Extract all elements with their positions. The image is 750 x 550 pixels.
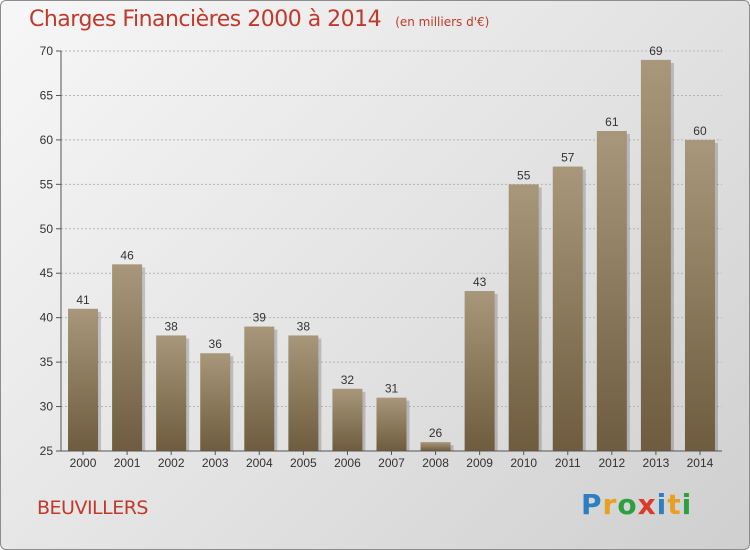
- logo-letter: r: [602, 488, 618, 521]
- bar-value-label: 46: [120, 248, 134, 262]
- logo-letter: t: [667, 488, 682, 521]
- commune-name: BEUVILLERS: [37, 497, 149, 519]
- bar-value-label: 36: [209, 337, 223, 351]
- bar: [640, 59, 671, 452]
- bar: [596, 131, 627, 451]
- x-tick-label: 2002: [158, 456, 185, 470]
- bar: [508, 184, 539, 452]
- bar-value-label: 31: [385, 382, 399, 396]
- x-tick-label: 2014: [687, 456, 714, 470]
- y-tick-label: 70: [40, 44, 54, 58]
- x-tick-label: 2010: [510, 456, 537, 470]
- bar-value-label: 57: [561, 151, 575, 165]
- x-tick-label: 2012: [598, 456, 625, 470]
- y-tick-label: 25: [40, 444, 54, 458]
- x-tick-label: 2007: [378, 456, 405, 470]
- logo-letter: x: [637, 488, 657, 521]
- bar: [332, 388, 363, 451]
- x-tick-label: 2003: [202, 456, 229, 470]
- bar: [420, 442, 451, 451]
- bar-value-label: 69: [649, 44, 663, 58]
- bar: [552, 166, 583, 452]
- y-tick-label: 65: [40, 88, 54, 102]
- proxiti-logo: Proxiti: [581, 488, 692, 521]
- logo-letter: P: [581, 488, 603, 521]
- labels-layer: 41 46 38 36 39 38 32 31 26 43 55 57 61 69 60: [76, 44, 707, 440]
- y-tick-label: 30: [40, 400, 54, 414]
- x-tick-label: 2001: [114, 456, 141, 470]
- bar-value-label: 32: [341, 373, 355, 387]
- bar: [244, 326, 275, 451]
- bar-value-label: 38: [297, 319, 311, 333]
- bar-value-label: 43: [473, 275, 487, 289]
- bar: [376, 397, 407, 451]
- bar: [684, 139, 715, 451]
- bar-value-label: 39: [253, 311, 267, 325]
- bars-layer: [68, 59, 718, 452]
- bar-value-label: 61: [605, 115, 619, 129]
- x-tick-label: 2006: [334, 456, 361, 470]
- y-tick-label: 55: [40, 177, 54, 191]
- chart-title-text: Charges Financières 2000 à 2014: [29, 7, 382, 32]
- bar-value-label: 60: [693, 124, 707, 138]
- x-tick-label: 2005: [290, 456, 317, 470]
- x-tick-label: 2000: [70, 456, 97, 470]
- x-tick-label: 2008: [422, 456, 449, 470]
- bar: [68, 308, 99, 451]
- axis-layer: 25 30 35 40 45 50 55 60 65 70 2000 2001 2002 2003 2004…: [40, 44, 722, 470]
- y-tick-label: 45: [40, 266, 54, 280]
- logo-letter: o: [617, 488, 638, 521]
- logo-letter: i: [681, 488, 693, 521]
- chart-subtitle: (en milliers d'€): [395, 15, 490, 29]
- x-tick-label: 2013: [643, 456, 670, 470]
- bar: [288, 335, 319, 451]
- x-tick-label: 2011: [555, 456, 581, 470]
- bar: [200, 353, 231, 451]
- bar-value-label: 38: [164, 319, 178, 333]
- y-tick-label: 60: [40, 133, 54, 147]
- chart-title: Charges Financières 2000 à 2014 (en milli…: [29, 7, 489, 32]
- y-tick-label: 50: [40, 222, 54, 236]
- bar-value-label: 41: [76, 293, 90, 307]
- x-tick-label: 2004: [246, 456, 273, 470]
- bar: [156, 335, 187, 451]
- bar: [464, 291, 495, 451]
- bar-value-label: 26: [429, 426, 443, 440]
- y-tick-label: 40: [40, 311, 54, 325]
- bar: [112, 264, 143, 451]
- bar-value-label: 55: [517, 168, 531, 182]
- y-tick-label: 35: [40, 355, 54, 369]
- x-tick-label: 2009: [466, 456, 493, 470]
- logo-letter: i: [656, 488, 668, 521]
